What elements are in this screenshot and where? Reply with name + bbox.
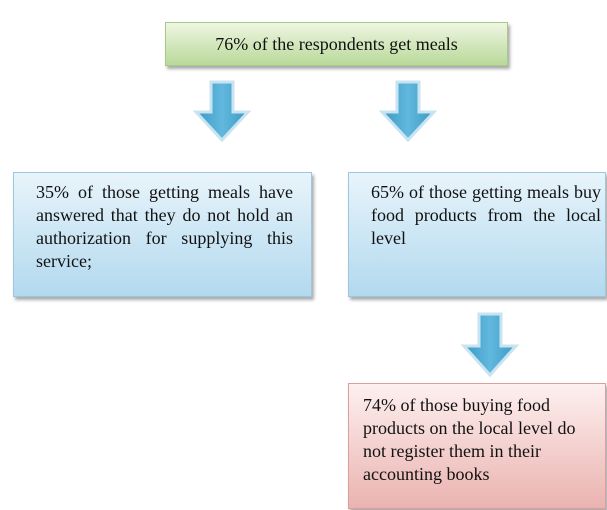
node: 74% of those buying food products on the… [348, 383, 606, 509]
node: 76% of the respondents get meals [165, 22, 508, 66]
arrow [460, 312, 520, 378]
node: 35% of those getting meals have answered… [13, 172, 312, 297]
node: 65% of those getting meals buy food prod… [348, 172, 606, 297]
arrow [378, 80, 438, 143]
arrow [192, 80, 252, 143]
